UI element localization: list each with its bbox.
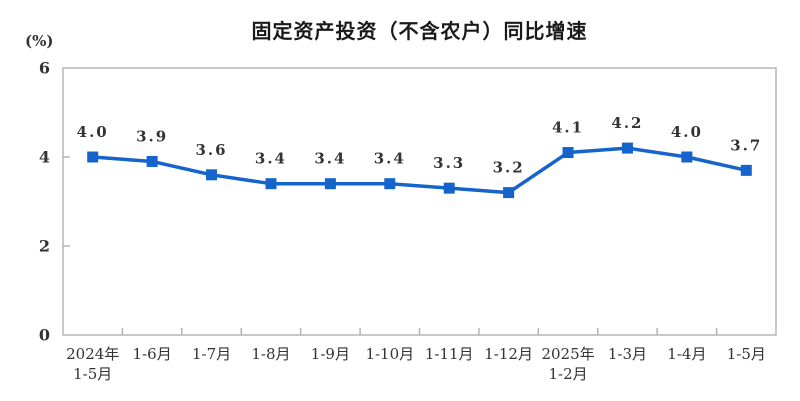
y-axis-unit-label: (%) xyxy=(25,32,54,50)
data-point-label: 3.4 xyxy=(255,150,287,168)
data-point-marker xyxy=(681,151,693,163)
data-point-label: 4.2 xyxy=(611,114,643,132)
data-point-label: 3.2 xyxy=(493,159,525,177)
data-point-label: 3.9 xyxy=(136,127,168,145)
data-point-marker xyxy=(503,187,515,199)
data-point-label: 4.0 xyxy=(77,123,109,141)
x-axis-category-label: 1-9月 xyxy=(311,345,350,363)
x-axis-category-label: 1-3月 xyxy=(608,345,647,363)
chart-title: 固定资产投资（不含农户）同比增速 xyxy=(251,21,588,43)
x-axis-category-label: 2024年 xyxy=(66,345,119,363)
x-axis-category-label: 1-12月 xyxy=(484,345,533,363)
y-axis-tick-label: 6 xyxy=(39,59,50,78)
data-point-marker xyxy=(324,178,336,190)
x-axis-category-label: 1-5月 xyxy=(73,365,112,383)
data-point-label: 3.7 xyxy=(730,136,762,154)
x-axis-category-label: 1-11月 xyxy=(425,345,474,363)
x-axis-category-label: 1-4月 xyxy=(667,345,706,363)
x-axis-category-label: 1-2月 xyxy=(548,365,587,383)
x-axis-category-label: 1-5月 xyxy=(727,345,766,363)
data-point-marker xyxy=(621,142,633,154)
x-axis-category-label: 1-6月 xyxy=(133,345,172,363)
data-point-label: 3.6 xyxy=(195,141,227,159)
data-point-marker xyxy=(443,182,455,194)
data-point-marker xyxy=(562,147,574,159)
data-point-label: 3.4 xyxy=(314,150,346,168)
data-point-marker xyxy=(384,178,396,190)
data-point-label: 3.4 xyxy=(374,150,406,168)
data-point-label: 4.1 xyxy=(552,119,584,137)
data-point-marker xyxy=(87,151,99,163)
y-axis-tick-label: 2 xyxy=(39,237,50,256)
data-point-marker xyxy=(146,155,158,167)
y-axis-tick-label: 4 xyxy=(39,148,50,167)
data-point-marker xyxy=(740,164,752,176)
plot-frame xyxy=(62,67,777,336)
data-point-label: 4.0 xyxy=(671,123,703,141)
data-point-marker xyxy=(265,178,277,190)
y-axis-tick-label: 0 xyxy=(39,326,50,345)
x-axis-category-label: 2025年 xyxy=(541,345,594,363)
x-axis-category-label: 1-8月 xyxy=(251,345,290,363)
x-axis-category-label: 1-7月 xyxy=(192,345,231,363)
x-axis-category-label: 1-10月 xyxy=(365,345,414,363)
data-point-label: 3.3 xyxy=(433,154,465,172)
data-point-marker xyxy=(206,169,218,181)
data-line xyxy=(92,146,747,195)
